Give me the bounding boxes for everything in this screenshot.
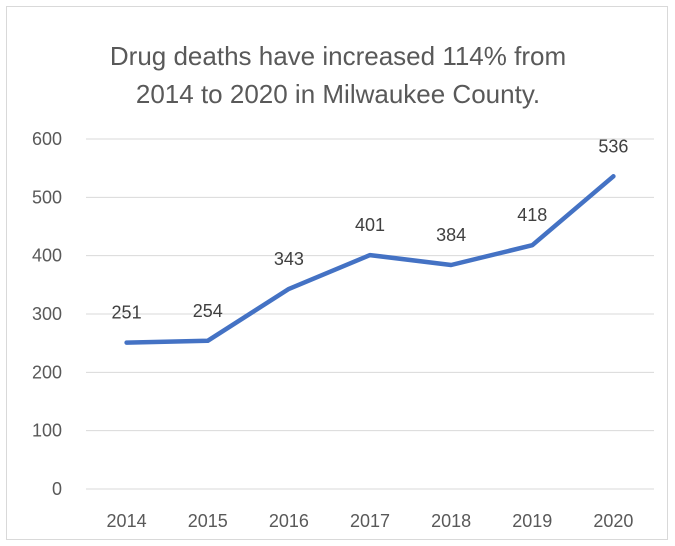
data-label-2019: 418 [517, 205, 547, 225]
x-tick-label-2016: 2016 [269, 511, 309, 531]
x-tick-label-2020: 2020 [593, 511, 633, 531]
data-label-2017: 401 [355, 215, 385, 235]
y-tick-label-500: 500 [32, 187, 62, 207]
y-axis-tick-labels: 0 100 200 300 400 500 600 [32, 129, 62, 499]
y-tick-label-200: 200 [32, 362, 62, 382]
series-line-layer [124, 174, 616, 345]
chart-frame: Drug deaths have increased 114% from 201… [6, 6, 668, 540]
data-label-2016: 343 [274, 249, 304, 269]
chart-title-line-1: Drug deaths have increased 114% from [109, 41, 567, 71]
series-line-0 [124, 174, 616, 345]
y-tick-label-100: 100 [32, 421, 62, 441]
chart-title-line-2: 2014 to 2020 in Milwaukee County. [135, 79, 541, 109]
chart-title: Drug deaths have increased 114% from 201… [7, 37, 669, 113]
x-tick-label-2018: 2018 [431, 511, 471, 531]
y-tick-label-400: 400 [32, 246, 62, 266]
x-tick-label-2017: 2017 [350, 511, 390, 531]
y-tick-label-300: 300 [32, 304, 62, 324]
x-axis-tick-labels: 2014 2015 2016 2017 2018 2019 2020 [107, 511, 634, 531]
x-tick-label-2019: 2019 [512, 511, 552, 531]
y-tick-label-600: 600 [32, 129, 62, 149]
data-labels: 251 254 343 401 384 418 536 [112, 136, 629, 322]
gridlines [86, 138, 654, 490]
x-tick-label-2015: 2015 [188, 511, 228, 531]
x-tick-label-2014: 2014 [107, 511, 147, 531]
data-label-2015: 254 [193, 301, 223, 321]
y-tick-label-0: 0 [52, 479, 62, 499]
data-label-2018: 384 [436, 225, 466, 245]
data-label-2014: 251 [112, 303, 142, 323]
data-label-2020: 536 [598, 136, 628, 156]
